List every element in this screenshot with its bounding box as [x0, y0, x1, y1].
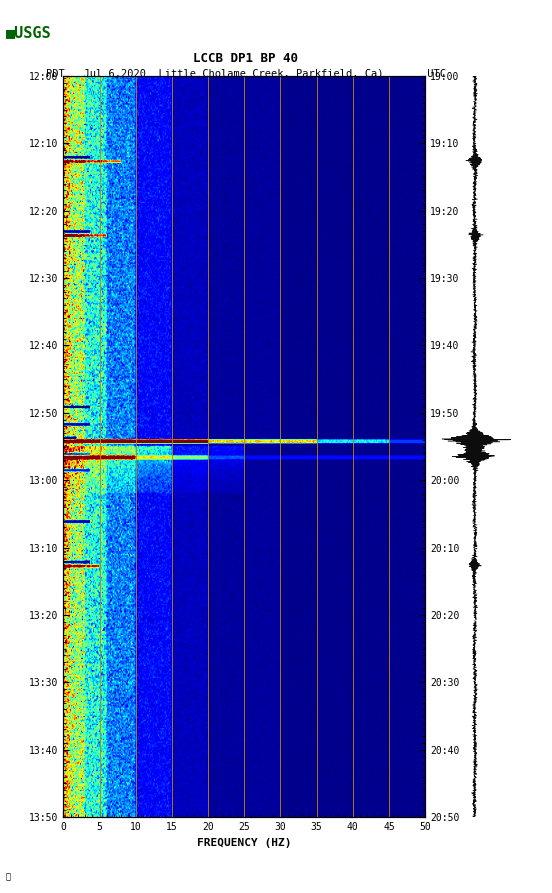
Text: PDT   Jul 6,2020  Little Cholame Creek, Parkfield, Ca)       UTC: PDT Jul 6,2020 Little Cholame Creek, Par…: [46, 68, 445, 79]
Text: ■USGS: ■USGS: [6, 26, 51, 40]
Text: LCCB DP1 BP 40: LCCB DP1 BP 40: [193, 52, 298, 64]
Text: ᵜ: ᵜ: [6, 872, 10, 881]
X-axis label: FREQUENCY (HZ): FREQUENCY (HZ): [197, 838, 291, 847]
